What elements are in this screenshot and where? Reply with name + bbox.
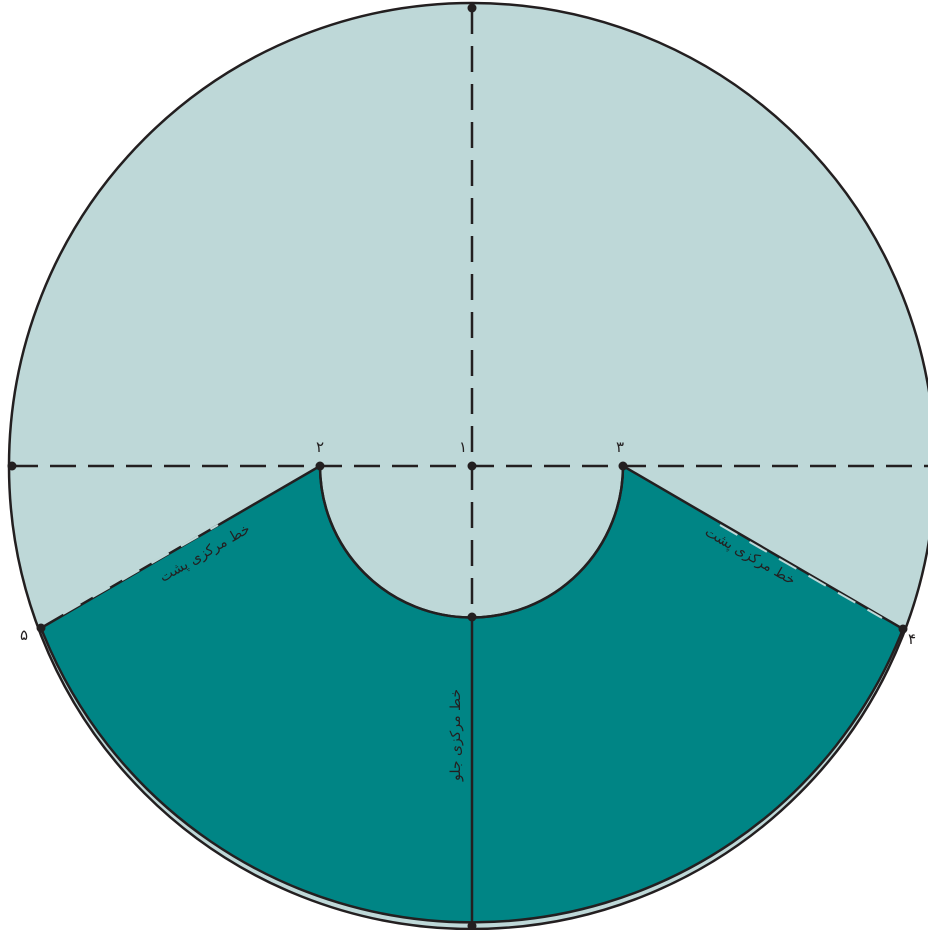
point-label-4: ۴ xyxy=(908,630,916,648)
point-label-2: ۲ xyxy=(316,438,324,456)
point-label-3: ۳ xyxy=(616,438,624,456)
point-marker xyxy=(618,461,628,471)
point-marker xyxy=(467,921,477,930)
point-label-1: ۱ xyxy=(459,438,467,456)
point-marker xyxy=(315,461,325,471)
point-marker xyxy=(898,624,908,634)
point-label-5: ۵ xyxy=(20,626,28,644)
point-marker xyxy=(467,461,477,471)
back-center-right-dash xyxy=(719,524,883,619)
point-marker xyxy=(36,623,46,633)
point-marker xyxy=(7,461,17,471)
front-center-label: خط مرکزی جلو xyxy=(448,689,464,782)
point-marker xyxy=(467,612,477,622)
point-marker xyxy=(467,3,477,13)
back-center-left-dash xyxy=(62,524,219,615)
